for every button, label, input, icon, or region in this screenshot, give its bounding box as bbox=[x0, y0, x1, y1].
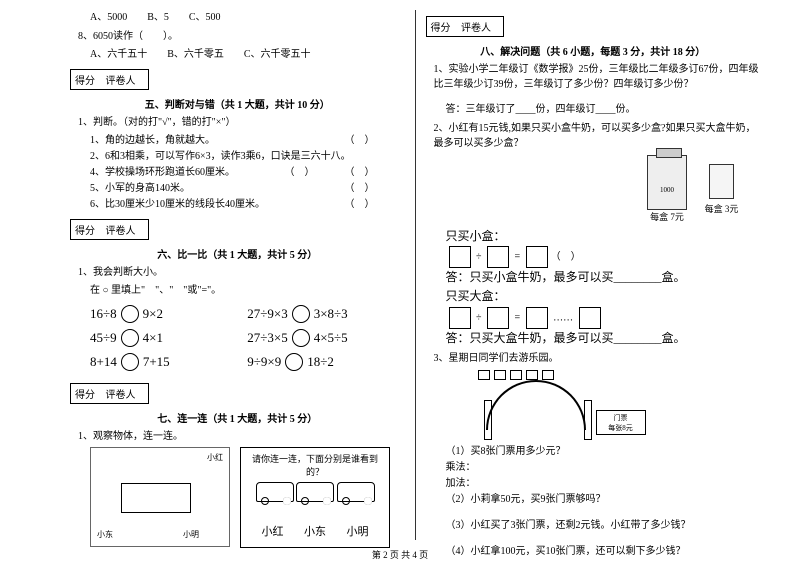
ticket-booth: 门票 每张8元 bbox=[596, 410, 646, 435]
s5-item-2: 2、6和3相乘，可以写作6×3，读作3乘6，口诀是三六十八。（ ） bbox=[90, 149, 405, 165]
s8-q3-add: 加法： bbox=[446, 476, 761, 492]
q8-options: A、六千五十 B、六千零五 C、六千零五十 bbox=[90, 47, 405, 63]
s8-q3: 3、星期日同学们去游乐园。 bbox=[434, 351, 761, 366]
s6-q1: 1、我会判断大小。 bbox=[78, 265, 405, 280]
s5-item-4: 5、小军的身高140米。（ ） bbox=[90, 181, 405, 197]
section-8-title: 八、解决问题（共 6 小题，每题 3 分，共计 18 分） bbox=[426, 43, 761, 58]
s8-q3-3: （3）小红买了3张门票，还剩2元钱。小红带了多少钱？ bbox=[446, 518, 761, 534]
milk-small-icon bbox=[709, 164, 734, 199]
small-calc: ÷ = （ ） bbox=[446, 246, 761, 268]
left-column: A、5000 B、5 C、500 8、6050读作（ ）。 A、六千五十 B、六… bbox=[60, 10, 416, 540]
s8-q1: 1、实验小学二年级订《数学报》25份，三年级比二年级多订67份，四年级比三年级少… bbox=[434, 62, 761, 92]
s8-q1-ans: 答：三年级订了____份，四年级订____份。 bbox=[446, 102, 761, 118]
s8-q3-2: （2）小莉拿50元，买9张门票够吗？ bbox=[446, 492, 761, 508]
scene-box: 小红 小东 小明 bbox=[90, 447, 230, 547]
gate-diagram: 门票 每张8元 bbox=[456, 370, 636, 440]
section-7-title: 七、连一连（共 1 大题，共计 5 分） bbox=[70, 410, 405, 425]
math-row-3: 8+147+15 9÷9×918÷2 bbox=[90, 353, 405, 371]
buy-big-label: 只买大盒： bbox=[446, 287, 761, 306]
small-answer: 答：只买小盒牛奶，最多可以买________盒。 bbox=[446, 268, 761, 287]
s5-item-1: 1、角的边越长，角就越大。（ ） bbox=[90, 133, 405, 149]
s5-q1: 1、判断。（对的打"√"，错的打"×"） bbox=[78, 115, 405, 130]
page-footer: 第 2 页 共 4 页 bbox=[0, 548, 800, 561]
math-row-2: 45÷94×1 27÷3×54×5÷5 bbox=[90, 329, 405, 347]
score-box-7: 得分 评卷人 bbox=[70, 383, 149, 404]
van-box: 请你连一连，下面分别是谁看到的？ 小红 小东 小明 bbox=[240, 447, 390, 548]
milk-big-icon: 1000 bbox=[647, 155, 687, 210]
s5-item-5: 6、比30厘米少10厘米的线段长40厘米。（ ） bbox=[90, 197, 405, 213]
s8-q2: 2、小红有15元钱,如果只买小盒牛奶，可以买多少盒?如果只买大盒牛奶，最多可以买… bbox=[434, 121, 761, 151]
big-answer: 答：只买大盒牛奶，最多可以买________盒。 bbox=[446, 329, 761, 348]
buy-small-label: 只买小盒： bbox=[446, 227, 761, 246]
s8-q3-1: （1）买8张门票用多少元？ bbox=[446, 444, 761, 460]
score-box-5: 得分 评卷人 bbox=[70, 69, 149, 90]
observation-row: 小红 小东 小明 请你连一连，下面分别是谁看到的？ 小红 小东 小明 bbox=[90, 447, 405, 548]
score-box-8: 得分 评卷人 bbox=[426, 16, 505, 37]
q8-text: 8、6050读作（ ）。 bbox=[78, 29, 405, 44]
grader-label: 评卷人 bbox=[106, 76, 136, 87]
big-calc: ÷ = …… bbox=[446, 307, 761, 329]
section-5-title: 五、判断对与错（共 1 大题，共计 10 分） bbox=[70, 96, 405, 111]
score-label: 得分 bbox=[75, 76, 95, 87]
milk-products: 1000 每盒 7元 每盒 3元 bbox=[426, 155, 741, 223]
score-box-6: 得分 评卷人 bbox=[70, 219, 149, 240]
s7-q1: 1、观察物体，连一连。 bbox=[78, 429, 405, 444]
q7-options: A、5000 B、5 C、500 bbox=[90, 10, 405, 26]
section-6-title: 六、比一比（共 1 大题，共计 5 分） bbox=[70, 246, 405, 261]
s8-q3-mul: 乘法： bbox=[446, 460, 761, 476]
s6-instruction: 在 ○ 里填上" "、" "或"="。 bbox=[90, 283, 405, 299]
right-column: 得分 评卷人 八、解决问题（共 6 小题，每题 3 分，共计 18 分） 1、实… bbox=[416, 10, 771, 540]
math-row-1: 16÷89×2 27÷9×33×8÷3 bbox=[90, 305, 405, 323]
